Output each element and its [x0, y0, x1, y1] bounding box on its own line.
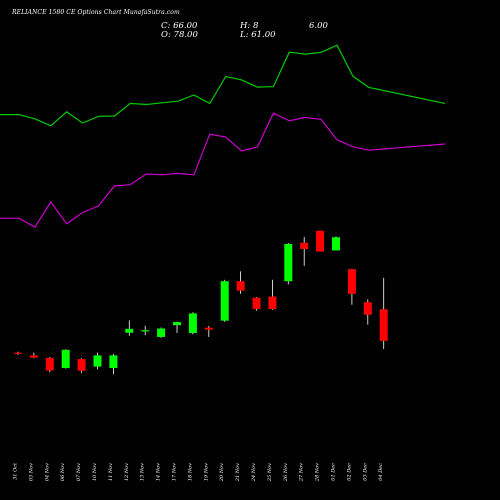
candle-body — [284, 243, 293, 282]
x-tick-label: 02 Dec — [346, 463, 352, 481]
candle-body — [220, 281, 229, 321]
x-tick-label: 12 Nov — [124, 463, 130, 481]
x-tick-label: 14 Nov — [156, 463, 162, 481]
x-tick-label: 24 Nov — [251, 463, 257, 482]
x-tick-label: 17 Nov — [172, 463, 178, 481]
candle-body — [268, 296, 277, 309]
x-tick-label: 28 Nov — [315, 463, 321, 482]
candle-body — [77, 359, 86, 371]
x-tick-label: 21 Nov — [235, 463, 241, 482]
x-tick-label: 04 Dec — [378, 463, 384, 481]
x-tick-label: 07 Nov — [76, 463, 82, 481]
candle-body — [157, 328, 166, 337]
x-tick-label: 26 Nov — [283, 463, 289, 482]
x-tick-label: 10 Nov — [92, 463, 98, 481]
candle-body — [236, 281, 245, 291]
x-tick-label: 06 Nov — [60, 463, 66, 481]
candle-body — [316, 230, 325, 252]
candle-body — [332, 237, 340, 251]
candle-body — [204, 327, 213, 330]
candle-body — [29, 355, 38, 358]
high-readout: H: 8 — [240, 21, 259, 31]
candle-body — [93, 355, 102, 367]
candle-body — [14, 352, 22, 354]
candle-body — [300, 242, 309, 249]
x-tick-label: 19 Nov — [203, 463, 209, 481]
candle-body — [173, 322, 181, 326]
candle-body — [45, 357, 54, 371]
low-readout: L: 61.00 — [240, 30, 276, 40]
x-tick-label: 11 Nov — [108, 463, 114, 481]
x-tick-label: 13 Nov — [140, 463, 146, 481]
lower-band-line — [0, 112, 446, 229]
candle-body — [347, 269, 356, 294]
x-tick-label: 18 Nov — [187, 463, 193, 481]
chart-title: RELIANCE 1580 CE Options Chart MunafaSut… — [12, 9, 180, 16]
x-tick-label: 03 Dec — [362, 463, 368, 481]
close-readout: C: 66.00 — [161, 21, 198, 31]
open-readout: O: 78.00 — [161, 30, 198, 40]
x-tick-label: 27 Nov — [299, 463, 305, 482]
x-tick-label: 03 Nov — [28, 463, 34, 481]
x-tick-label: 04 Nov — [44, 463, 50, 481]
x-tick-label: 25 Nov — [267, 463, 273, 482]
candle-body — [188, 313, 197, 333]
candle-body — [363, 302, 372, 315]
high-readout-continuation: 6.00 — [309, 21, 328, 31]
candle-body — [252, 297, 261, 309]
x-tick-label: 20 Nov — [219, 463, 225, 482]
candle-body — [109, 355, 118, 368]
candle-body — [61, 349, 70, 368]
x-tick-label: 01 Dec — [331, 463, 337, 481]
x-tick-label: 31 Oct — [13, 462, 19, 480]
candle-body — [125, 328, 134, 333]
upper-band-line — [0, 44, 446, 127]
candle-body — [379, 309, 388, 341]
candle-body — [141, 330, 150, 332]
